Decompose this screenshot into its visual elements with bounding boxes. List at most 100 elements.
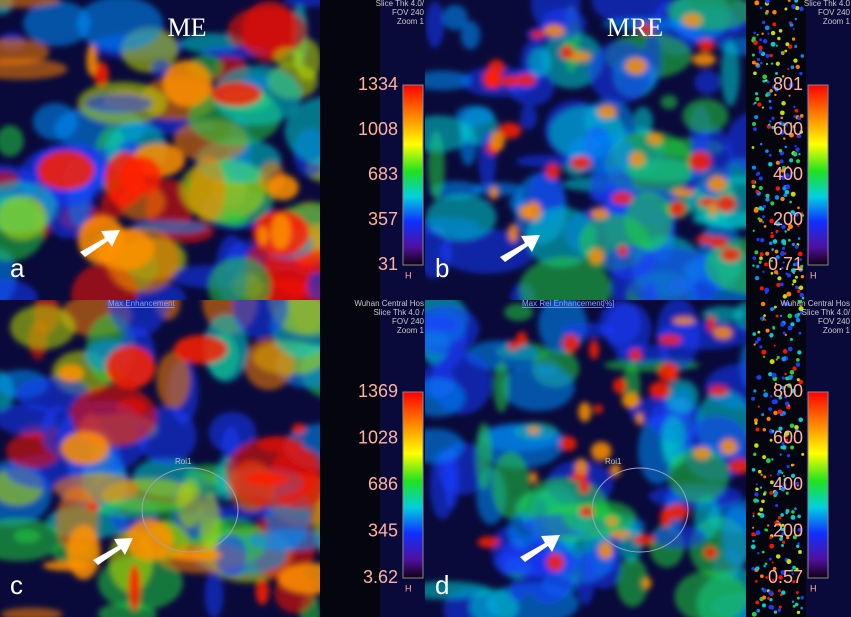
noise-dot [771,126,775,129]
noise-dot [763,392,769,398]
noise-dot [768,557,772,561]
hot-spot [267,174,299,201]
noise-dot [768,372,773,377]
noise-dot [762,492,766,496]
tissue-blob [199,493,221,553]
hot-spot [613,377,627,395]
noise-dot [759,6,763,10]
noise-dot [777,589,781,593]
noise-dot [788,94,791,97]
noise-dot [753,31,756,35]
noise-dot [797,542,800,545]
noise-dot [762,79,766,83]
scale-label: 800 [773,381,803,401]
tissue-blob [664,379,699,414]
noise-dot [799,258,802,261]
tissue-blob [95,499,184,518]
tissue-blob [442,4,468,31]
noise-dot [762,428,767,432]
hot-spot [43,560,90,571]
noise-dot [774,249,779,254]
tissue-blob [85,93,153,114]
noise-dot [758,49,763,54]
noise-dot [793,153,797,157]
noise-dot [775,257,779,261]
noise-dot [780,486,786,492]
noise-dot [760,574,764,578]
hot-spot [527,425,541,434]
noise-dot [790,515,796,520]
hot-spot [574,458,588,479]
noise-dot [755,427,760,432]
hot-spot [589,340,600,360]
tissue-blob [603,245,657,280]
tissue-blob [273,47,302,67]
noise-dot [755,487,759,492]
hot-spot [597,104,617,119]
tissue-blob [15,377,90,412]
hot-spot [708,236,729,249]
noise-dot [772,22,777,27]
noise-dot [771,372,777,378]
noise-dot [789,158,794,163]
noise-dot [781,224,786,230]
noise-dot [751,567,755,571]
noise-dot [794,45,798,48]
hot-spot [669,201,686,217]
tissue-blob [53,473,139,503]
noise-dot [787,238,791,242]
tissue-blob [667,447,730,504]
noise-dot [790,337,793,341]
noise-dot [781,441,785,446]
hot-spot [477,536,500,548]
noise-dot [792,535,797,540]
noise-dot [752,264,755,267]
noise-dot [753,127,757,132]
tissue-blob [682,98,729,134]
overlay-info: Slice Thk 4.0/ [376,0,425,8]
color-bar [807,84,829,266]
noise-dot [762,588,767,593]
tissue-blob [425,226,453,279]
noise-dot [751,146,755,149]
noise-dot [768,605,773,610]
noise-dot [791,388,796,394]
panel-title: ME [168,13,207,42]
noise-dot [781,540,786,544]
noise-dot [769,480,774,485]
tissue-blob [531,0,581,34]
noise-dot [751,611,757,617]
noise-dot [763,475,767,479]
noise-dot [751,184,756,189]
hot-spot [255,578,269,605]
noise-dot [757,512,761,516]
tissue-blob [223,212,248,228]
noise-dot [794,108,799,113]
noise-dot [789,23,794,27]
tissue-blob [493,360,510,413]
noise-dot [797,527,802,532]
noise-dot [798,533,802,537]
hot-spot [672,316,696,325]
noise-dot [773,410,778,416]
noise-dot [759,38,763,42]
series-header: Max Enhancement [108,299,175,308]
tissue-blob [425,377,466,417]
noise-dot [792,125,796,128]
tissue-blob [501,363,575,412]
noise-dot [762,39,768,44]
noise-dot [775,503,779,508]
noise-dot [799,114,804,118]
noise-dot [751,53,755,57]
noise-dot [792,279,797,284]
noise-dot [801,214,805,217]
noise-dot [784,438,789,443]
noise-dot [754,421,758,425]
tissue-blob [693,495,721,540]
noise-dot [785,173,790,178]
noise-dot [797,312,801,316]
noise-dot [776,355,780,359]
noise-dot [784,49,788,53]
overlay-info: Slice Thk 4.0 / [373,308,424,317]
noise-dot [770,271,774,275]
